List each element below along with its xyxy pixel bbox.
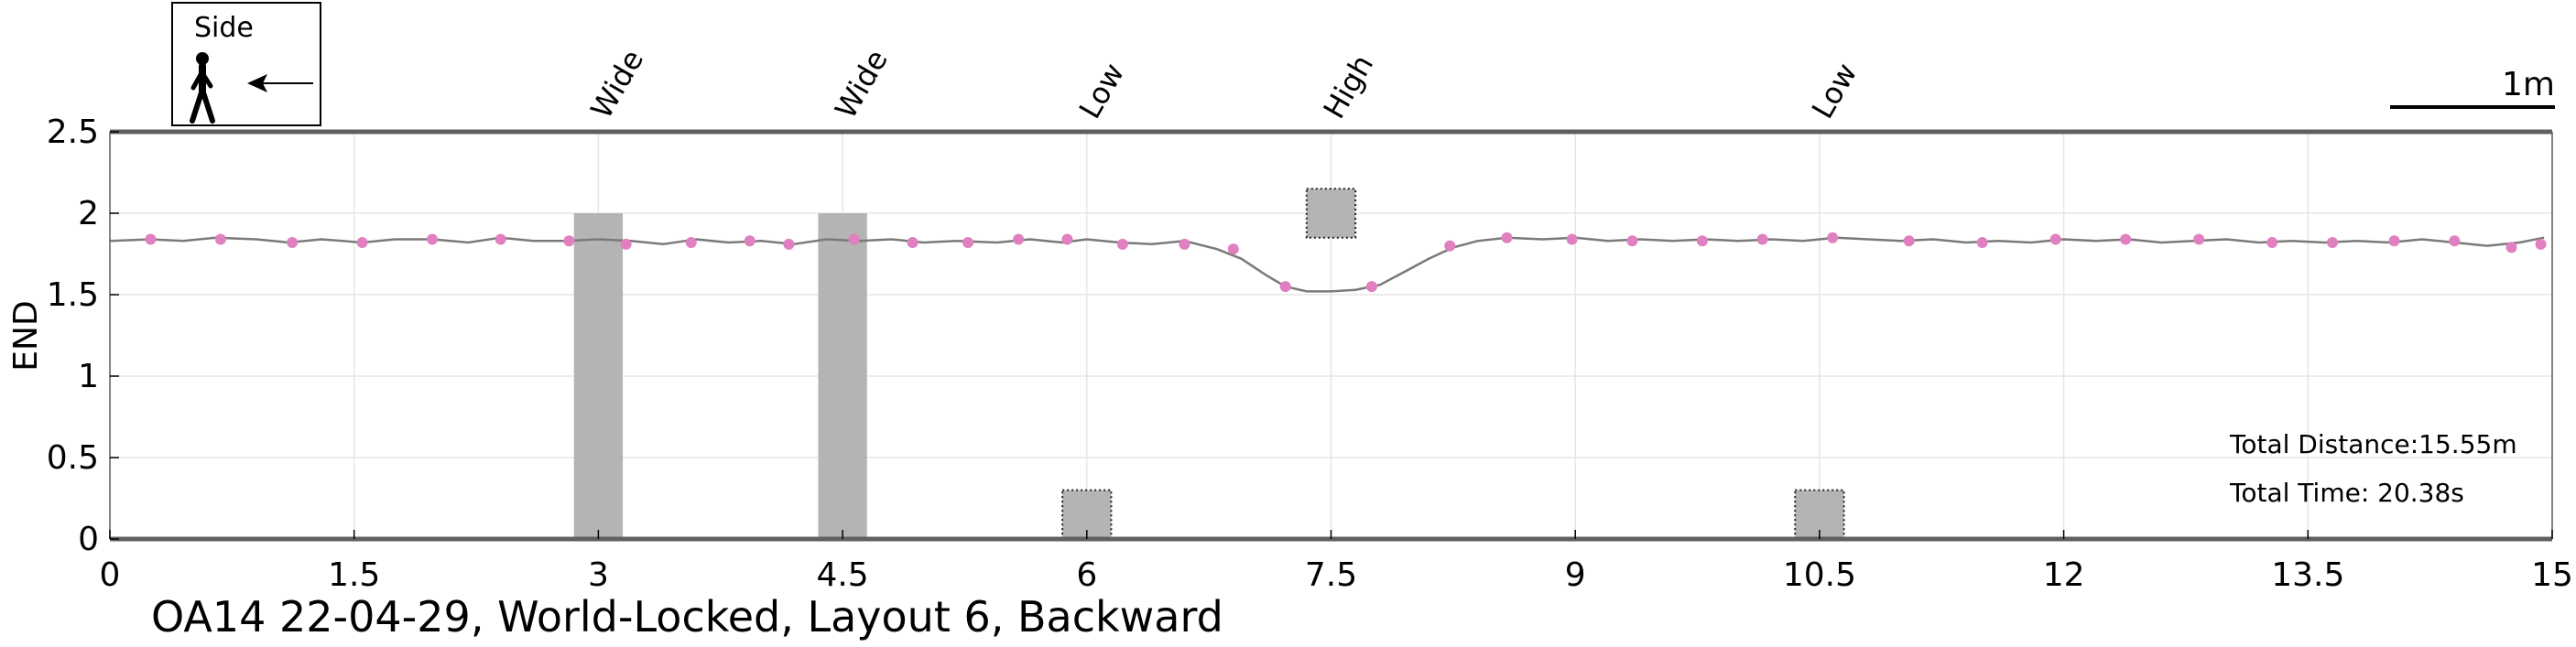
footstep-point — [2120, 233, 2132, 245]
left-arrow-icon — [247, 74, 313, 92]
x-tick-label: 1.5 — [328, 556, 380, 594]
y-axis-label: END — [7, 300, 45, 371]
x-tick-label: 6 — [1076, 556, 1097, 594]
footstep-point — [214, 233, 226, 245]
legend: Side — [171, 2, 321, 126]
obstacle-label-wide: Wide — [828, 44, 895, 124]
x-tick-label: 13.5 — [2271, 556, 2344, 594]
legend-title: Side — [194, 12, 254, 44]
obstacle-label-high: High — [1317, 49, 1381, 124]
obstacle-label-low: Low — [1072, 57, 1131, 124]
total-distance: Total Distance:15.55m — [2229, 429, 2517, 459]
scale-bar-label: 1m — [2502, 66, 2555, 103]
footstep-point — [2326, 237, 2338, 249]
footstep-point — [744, 235, 755, 247]
footstep-point — [356, 237, 368, 249]
footstep-point — [1696, 235, 1708, 247]
walking-path-line — [109, 236, 2545, 293]
x-tick-label: 9 — [1565, 556, 1586, 594]
path-layer — [109, 236, 2545, 293]
scale-bar: 1m — [2390, 66, 2555, 109]
footstep-point — [1626, 235, 1638, 247]
obstacle-layer — [573, 188, 1845, 540]
footstep-point — [495, 233, 506, 245]
tick-label-layer: 0 1.5 3 4.5 6 7.5 9 10.5 12 13.5 15 0 0.5 1 1.5 2 2.5 — [47, 113, 2573, 594]
footstep-point — [1227, 243, 1239, 255]
x-tick-label: 10.5 — [1783, 556, 1856, 594]
x-tick-label: 7.5 — [1305, 556, 1357, 594]
footstep-point — [1444, 240, 1456, 252]
footstep-point — [1976, 237, 1988, 249]
footstep-point — [907, 237, 918, 249]
obstacle-label-wide: Wide — [583, 44, 650, 124]
y-tick-label: 1 — [78, 358, 99, 395]
x-tick-label: 12 — [2043, 556, 2085, 594]
footstep-point — [2535, 238, 2547, 250]
x-tick-label: 4.5 — [816, 556, 868, 594]
obstacle-wide — [573, 213, 624, 539]
y-tick-label: 0.5 — [47, 439, 99, 477]
footstep-point — [1116, 238, 1128, 250]
footstep-point — [2193, 233, 2205, 245]
footstep-point — [1756, 233, 1768, 245]
obstacle-label-layer: Wide Wide Low High Low — [583, 44, 1864, 124]
footstep-layer — [145, 232, 2547, 293]
footstep-point — [145, 233, 157, 245]
footstep-point — [1013, 233, 1025, 245]
chart-caption: OA14 22-04-29, World-Locked, Layout 6, B… — [151, 592, 1223, 642]
footstep-point — [1365, 281, 1377, 293]
footstep-point — [2505, 242, 2517, 253]
footstep-point — [1903, 235, 1915, 247]
footstep-point — [1827, 232, 1839, 243]
footstep-point — [1501, 232, 1513, 243]
footstep-point — [1566, 233, 1578, 245]
y-tick-label: 2 — [78, 195, 99, 232]
footstep-point — [962, 237, 974, 249]
footstep-point — [783, 238, 795, 250]
footstep-point — [2049, 233, 2061, 245]
footstep-point — [2388, 235, 2400, 247]
footstep-point — [1179, 238, 1190, 250]
y-tick-label: 0 — [78, 521, 99, 558]
footstep-point — [1279, 281, 1291, 293]
footstep-point — [1061, 233, 1073, 245]
obstacle-label-low: Low — [1805, 57, 1864, 124]
footstep-point — [563, 235, 575, 247]
y-tick-label: 1.5 — [47, 276, 99, 314]
footstep-point — [620, 238, 632, 250]
walking-person-icon — [190, 52, 215, 124]
footstep-point — [2266, 237, 2278, 249]
x-tick-label: 3 — [588, 556, 609, 594]
footstep-point — [427, 233, 439, 245]
total-time: Total Time: 20.38s — [2229, 478, 2464, 508]
footstep-point — [2449, 235, 2461, 247]
x-tick-label: 15 — [2531, 556, 2573, 594]
y-tick-label: 2.5 — [47, 113, 99, 151]
obstacle-wide — [818, 213, 867, 539]
footstep-point — [287, 237, 299, 249]
obstacle-high — [1305, 188, 1357, 239]
axis-layer — [109, 129, 2553, 542]
footstep-point — [685, 237, 697, 249]
x-tick-label: 0 — [100, 556, 121, 594]
footstep-point — [848, 233, 860, 245]
